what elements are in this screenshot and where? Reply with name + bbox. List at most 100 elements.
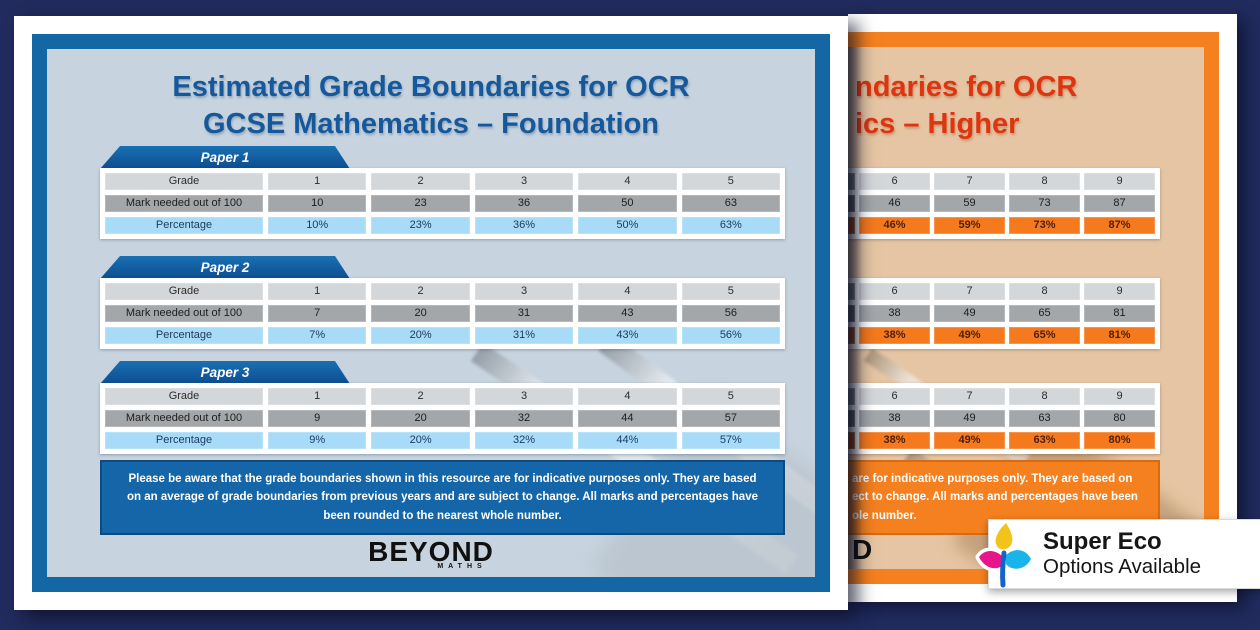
value-cell: 50% [578, 217, 677, 234]
value-cell: 81% [1084, 327, 1155, 344]
value-cell: 63 [681, 195, 781, 212]
value-cell: 80 [1084, 410, 1155, 427]
value-cell: 20 [371, 305, 470, 322]
row-label-cell: Percentage [105, 327, 263, 344]
higher-paper3-table: 6 7 8 9 38 49 63 80 38% 49% 63% 80% [848, 383, 1160, 454]
value-cell: 49% [934, 327, 1005, 344]
value-cell: 3 [474, 388, 574, 405]
foundation-disclaimer: Please be aware that the grade boundarie… [100, 460, 785, 536]
table-row: Percentage 9% 20% 32% 44% 57% [105, 432, 781, 449]
eco-badge-title: Super Eco [1043, 528, 1162, 555]
value-cell: 46% [859, 217, 930, 234]
table-row: 38% 49% 63% 80% [848, 432, 1155, 449]
value-cell: 8 [1009, 173, 1080, 190]
foundation-poster-frame: Estimated Grade Boundaries for OCR GCSE … [32, 34, 830, 592]
value-cell: 2 [371, 388, 470, 405]
beyond-logo-word: BEYOND [368, 536, 494, 567]
row-label-cell: Percentage [105, 217, 263, 234]
value-cell: 36 [474, 195, 574, 212]
value-cell: 49 [934, 305, 1005, 322]
value-cell: 7% [268, 327, 367, 344]
value-cell: 7 [934, 388, 1005, 405]
value-cell: 4 [578, 283, 677, 300]
higher-paper1-table: 6 7 8 9 46 59 73 87 46% 59% 73% 87% [848, 168, 1160, 239]
value-cell: 6 [859, 283, 930, 300]
value-cell: 20% [371, 432, 470, 449]
foundation-poster-sheet: Estimated Grade Boundaries for OCR GCSE … [14, 16, 848, 610]
value-cell: 87 [1084, 195, 1155, 212]
value-cell: 81 [1084, 305, 1155, 322]
value-cell: 23 [371, 195, 470, 212]
value-cell: 44% [578, 432, 677, 449]
paper1-tab: Paper 1 [100, 146, 350, 169]
super-eco-badge: Super Eco Options Available [975, 519, 1260, 589]
row-label-cell: Mark needed out of 100 [105, 305, 263, 322]
disclaimer-fragment: ole number. [852, 509, 917, 522]
value-cell: 56% [681, 327, 781, 344]
value-cell: 9 [268, 410, 367, 427]
table-row: Grade 1 2 3 4 5 [105, 173, 781, 190]
value-cell: 1 [268, 283, 367, 300]
value-cell: 65% [1009, 327, 1080, 344]
higher-title-line1: ndaries for OCR [855, 71, 1078, 103]
table-row: 38% 49% 65% 81% [848, 327, 1155, 344]
value-cell: 7 [934, 283, 1005, 300]
row-label-cell: Mark needed out of 100 [105, 410, 263, 427]
foundation-poster-title: Estimated Grade Boundaries for OCR GCSE … [47, 69, 815, 143]
table-row: Mark needed out of 100 10 23 36 50 63 [105, 195, 781, 212]
paper2-tab: Paper 2 [100, 256, 350, 279]
foundation-title-line2: GCSE Mathematics – Foundation [203, 108, 659, 140]
value-cell: 56 [681, 305, 781, 322]
value-cell: 49 [934, 410, 1005, 427]
value-cell: 63% [1009, 432, 1080, 449]
value-cell: 23% [371, 217, 470, 234]
value-cell: 7 [934, 173, 1005, 190]
value-cell: 59 [934, 195, 1005, 212]
value-cell: 38 [859, 305, 930, 322]
value-cell: 59% [934, 217, 1005, 234]
higher-poster-sheet: ndaries for OCR ics – Higher 6 7 8 9 46 59 73 8… [848, 14, 1237, 602]
value-cell: 4 [578, 173, 677, 190]
row-label-cell: Grade [105, 173, 263, 190]
row-label-cell: Grade [105, 388, 263, 405]
value-cell: 6 [859, 173, 930, 190]
table-row: Percentage 7% 20% 31% 43% 56% [105, 327, 781, 344]
value-cell: 4 [578, 388, 677, 405]
table-row: Mark needed out of 100 9 20 32 44 57 [105, 410, 781, 427]
value-cell: 87% [1084, 217, 1155, 234]
value-cell: 10 [268, 195, 367, 212]
value-cell: 9 [1084, 388, 1155, 405]
value-cell: 5 [681, 388, 781, 405]
value-cell: 57 [681, 410, 781, 427]
value-cell: 49% [934, 432, 1005, 449]
eco-badge-subtitle: Options Available [1043, 555, 1202, 578]
row-label-cell: Grade [105, 283, 263, 300]
value-cell: 7 [268, 305, 367, 322]
eco-plant-icon [975, 519, 1035, 588]
value-cell: 10% [268, 217, 367, 234]
value-cell: 63 [1009, 410, 1080, 427]
value-cell: 20% [371, 327, 470, 344]
disclaimer-fragment: are for indicative purposes only. They a… [852, 473, 1133, 485]
row-label-cell: Mark needed out of 100 [105, 195, 263, 212]
value-cell: 73 [1009, 195, 1080, 212]
value-cell: 63% [681, 217, 781, 234]
value-cell: 43 [578, 305, 677, 322]
table-row: Grade 1 2 3 4 5 [105, 283, 781, 300]
value-cell: 20 [371, 410, 470, 427]
value-cell: 5 [681, 283, 781, 300]
table-row: Mark needed out of 100 7 20 31 43 56 [105, 305, 781, 322]
eco-badge-text: Super Eco Options Available [1043, 520, 1260, 579]
paper2-table: Grade 1 2 3 4 5 Mark needed out of 100 7 20 31 43 5… [100, 278, 785, 349]
value-cell: 73% [1009, 217, 1080, 234]
higher-disclaimer: are for indicative purposes only. They a… [848, 460, 1160, 536]
value-cell: 1 [268, 173, 367, 190]
table-row: 38 49 63 80 [848, 410, 1155, 427]
higher-title-line2: ics – Higher [855, 108, 1020, 140]
value-cell: 32 [474, 410, 574, 427]
value-cell: 38 [859, 410, 930, 427]
